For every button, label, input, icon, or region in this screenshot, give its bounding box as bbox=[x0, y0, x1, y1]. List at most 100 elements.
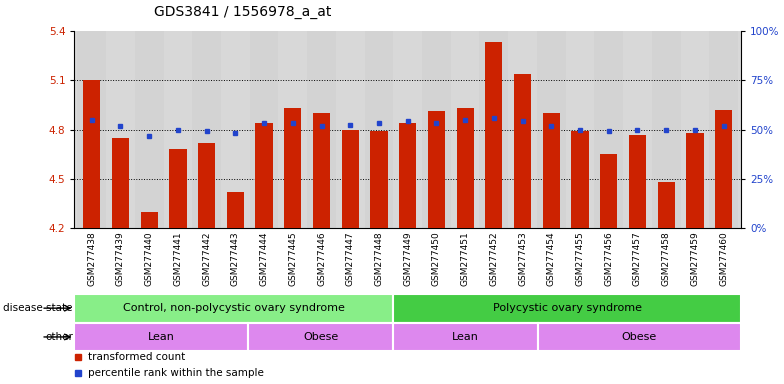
Bar bbox=[164, 31, 192, 228]
Text: GSM277446: GSM277446 bbox=[317, 232, 326, 286]
Bar bbox=[83, 80, 100, 228]
Text: GSM277453: GSM277453 bbox=[518, 232, 527, 286]
Bar bbox=[399, 123, 416, 228]
Text: disease state: disease state bbox=[3, 303, 73, 313]
Bar bbox=[508, 31, 537, 228]
Bar bbox=[422, 228, 451, 294]
Bar bbox=[135, 31, 164, 228]
Bar bbox=[456, 108, 474, 228]
Bar bbox=[336, 228, 365, 294]
Bar bbox=[623, 228, 652, 294]
Bar bbox=[451, 31, 480, 228]
Bar bbox=[394, 294, 741, 323]
Text: GSM277449: GSM277449 bbox=[403, 232, 412, 286]
Bar bbox=[221, 31, 249, 228]
Text: GSM277443: GSM277443 bbox=[230, 232, 240, 286]
Bar bbox=[307, 31, 336, 228]
Bar bbox=[249, 323, 394, 351]
Bar bbox=[652, 31, 681, 228]
Text: percentile rank within the sample: percentile rank within the sample bbox=[88, 368, 263, 378]
Bar bbox=[106, 228, 135, 294]
Bar bbox=[600, 154, 617, 228]
Bar bbox=[537, 228, 566, 294]
Text: GSM277442: GSM277442 bbox=[202, 232, 211, 286]
Bar bbox=[394, 323, 538, 351]
Bar bbox=[370, 131, 387, 228]
Text: GSM277450: GSM277450 bbox=[432, 232, 441, 286]
Text: GSM277454: GSM277454 bbox=[546, 232, 556, 286]
Bar bbox=[566, 31, 594, 228]
Bar bbox=[249, 228, 278, 294]
Bar bbox=[249, 31, 278, 228]
Text: GSM277438: GSM277438 bbox=[87, 232, 96, 286]
Text: GSM277459: GSM277459 bbox=[691, 232, 699, 286]
Bar bbox=[365, 228, 394, 294]
Bar bbox=[394, 228, 422, 294]
Bar bbox=[514, 74, 532, 228]
Bar bbox=[428, 111, 445, 228]
Bar bbox=[278, 228, 307, 294]
Bar bbox=[74, 323, 249, 351]
Bar bbox=[140, 212, 158, 228]
Bar bbox=[629, 134, 646, 228]
Text: GSM277439: GSM277439 bbox=[116, 232, 125, 286]
Text: GSM277452: GSM277452 bbox=[489, 232, 499, 286]
Text: GSM277441: GSM277441 bbox=[173, 232, 183, 286]
Bar bbox=[78, 228, 106, 294]
Text: GSM277451: GSM277451 bbox=[461, 232, 470, 286]
Bar bbox=[485, 42, 503, 228]
Bar bbox=[221, 228, 249, 294]
Bar bbox=[451, 228, 480, 294]
Bar bbox=[710, 31, 738, 228]
Bar bbox=[652, 228, 681, 294]
Bar bbox=[284, 108, 301, 228]
Bar bbox=[227, 192, 244, 228]
Bar bbox=[543, 113, 560, 228]
Bar bbox=[365, 31, 394, 228]
Bar bbox=[681, 228, 710, 294]
Bar bbox=[572, 131, 589, 228]
Bar bbox=[192, 228, 221, 294]
Bar bbox=[681, 31, 710, 228]
Bar bbox=[538, 323, 741, 351]
Bar bbox=[256, 123, 273, 228]
Bar bbox=[422, 31, 451, 228]
Bar bbox=[307, 228, 336, 294]
Bar bbox=[198, 143, 216, 228]
Text: Lean: Lean bbox=[148, 332, 175, 342]
Text: GDS3841 / 1556978_a_at: GDS3841 / 1556978_a_at bbox=[154, 5, 332, 19]
Bar bbox=[710, 228, 738, 294]
Bar bbox=[313, 113, 330, 228]
Bar bbox=[537, 31, 566, 228]
Text: Polycystic ovary syndrome: Polycystic ovary syndrome bbox=[492, 303, 641, 313]
Text: transformed count: transformed count bbox=[88, 352, 185, 362]
Text: GSM277455: GSM277455 bbox=[575, 232, 585, 286]
Text: Control, non-polycystic ovary syndrome: Control, non-polycystic ovary syndrome bbox=[123, 303, 345, 313]
Text: other: other bbox=[45, 332, 73, 342]
Text: GSM277448: GSM277448 bbox=[375, 232, 383, 286]
Bar bbox=[164, 228, 192, 294]
Text: GSM277445: GSM277445 bbox=[289, 232, 297, 286]
Text: GSM277458: GSM277458 bbox=[662, 232, 670, 286]
Bar bbox=[480, 31, 508, 228]
Bar bbox=[135, 228, 164, 294]
Bar bbox=[566, 228, 594, 294]
Bar bbox=[106, 31, 135, 228]
Bar bbox=[169, 149, 187, 228]
Text: GSM277456: GSM277456 bbox=[604, 232, 613, 286]
Bar bbox=[78, 31, 106, 228]
Text: GSM277460: GSM277460 bbox=[719, 232, 728, 286]
Bar bbox=[658, 182, 675, 228]
Bar bbox=[342, 130, 359, 228]
Text: GSM277440: GSM277440 bbox=[145, 232, 154, 286]
Bar bbox=[623, 31, 652, 228]
Bar bbox=[192, 31, 221, 228]
Text: Obese: Obese bbox=[303, 332, 339, 342]
Text: Obese: Obese bbox=[622, 332, 657, 342]
Text: Lean: Lean bbox=[452, 332, 479, 342]
Text: GSM277447: GSM277447 bbox=[346, 232, 354, 286]
Text: GSM277444: GSM277444 bbox=[260, 232, 269, 286]
Text: GSM277457: GSM277457 bbox=[633, 232, 642, 286]
Bar bbox=[715, 110, 732, 228]
Bar bbox=[686, 133, 703, 228]
